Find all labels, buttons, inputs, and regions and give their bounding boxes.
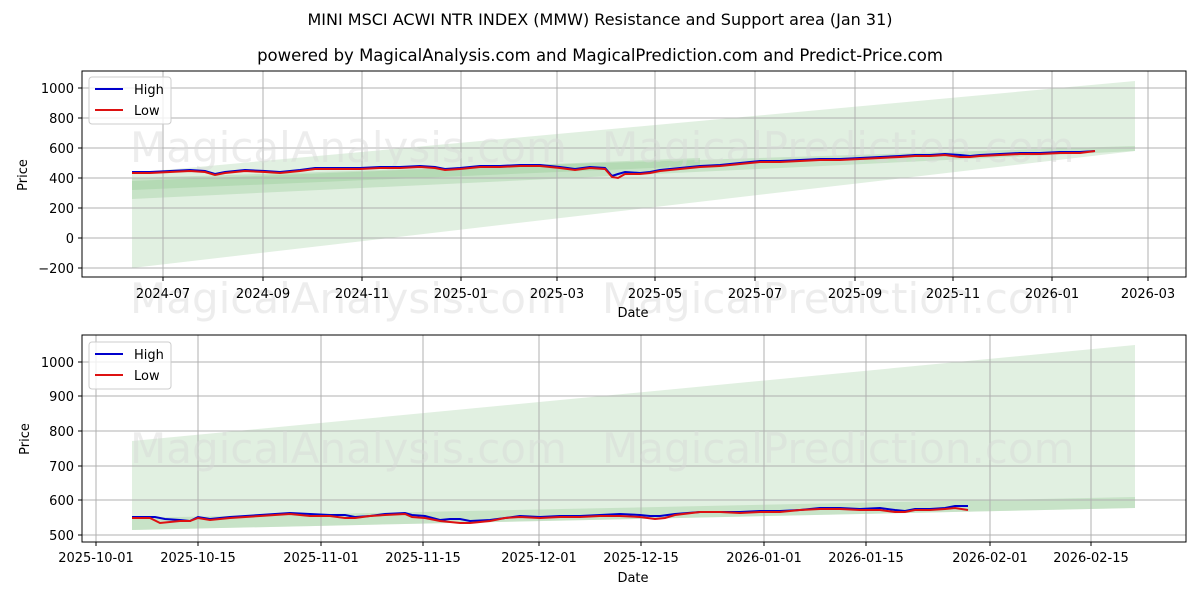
top-xtick: 2026-03 [1121,287,1175,302]
watermark-magicalprediction: MagicalPrediction.com [602,123,1075,172]
bottom-y-axis-label: Price [18,423,33,455]
watermark-magicalprediction-lower: MagicalPrediction.com [602,274,1075,323]
bottom-legend: High Low [88,341,172,390]
bottom-y-ticks: 1000 900 800 700 600 500 [41,356,82,544]
bottom-ytick: 500 [49,529,74,544]
top-y-ticks: 1000 800 600 400 200 0 −200 [38,82,82,277]
top-xtick: 2025-07 [728,287,782,302]
top-xtick: 2026-01 [1025,287,1079,302]
bottom-xtick: 2025-12-01 [501,551,577,566]
bottom-xtick: 2026-01-15 [828,551,904,566]
legend-low-label: Low [134,369,160,384]
top-xtick: 2024-11 [335,287,389,302]
watermark-magicalprediction-bottom: MagicalPrediction.com [602,424,1075,473]
bottom-ytick: 600 [49,494,74,509]
watermark-magicalanalysis-bottom: MagicalAnalysis.com [130,424,567,473]
top-chart: MagicalAnalysis.com MagicalPrediction.co… [16,70,1187,323]
bottom-xtick: 2026-02-01 [952,551,1028,566]
top-x-ticks: 2024-07 2024-09 2024-11 2025-01 2025-03 … [136,277,1175,302]
top-xtick: 2025-01 [434,287,488,302]
bottom-xtick: 2025-10-15 [160,551,236,566]
top-xtick: 2025-09 [828,287,882,302]
watermark-magicalanalysis: MagicalAnalysis.com [130,123,567,172]
top-ytick: 0 [66,232,74,247]
top-xtick: 2024-07 [136,287,190,302]
top-ytick: −200 [38,262,74,277]
top-axes-frame [81,70,1187,278]
top-ytick: 800 [49,112,74,127]
legend-high-label: High [134,348,164,363]
legend-high-label: High [134,83,164,98]
legend-low-label: Low [134,104,160,119]
top-ytick: 600 [49,142,74,157]
bottom-axes-frame [81,334,1187,543]
bottom-xtick: 2025-12-15 [603,551,679,566]
top-legend: High Low [88,76,172,125]
bottom-low-line [132,506,969,525]
bottom-ytick: 700 [49,460,74,475]
watermark-magicalanalysis-lower: MagicalAnalysis.com [130,274,567,323]
bottom-xtick: 2026-01-01 [726,551,802,566]
top-ytick: 400 [49,172,74,187]
top-xtick: 2025-11 [926,287,980,302]
bottom-ytick: 900 [49,390,74,405]
top-y-axis-label: Price [16,159,31,191]
bottom-chart: MagicalAnalysis.com MagicalPrediction.co… [18,334,1187,586]
top-ytick: 200 [49,202,74,217]
top-xtick: 2025-03 [530,287,584,302]
top-low-line [132,150,1096,180]
bottom-xtick: 2025-11-15 [385,551,461,566]
top-xtick: 2025-05 [628,287,682,302]
bottom-xtick: 2026-02-15 [1053,551,1129,566]
bottom-ytick: 1000 [41,356,74,371]
bottom-band-wide [132,345,1135,530]
top-x-axis-label: Date [617,306,648,321]
top-ytick: 1000 [41,82,74,97]
bottom-xtick: 2025-10-01 [58,551,134,566]
bottom-ytick: 800 [49,425,74,440]
bottom-xtick: 2025-11-01 [283,551,359,566]
top-xtick: 2024-09 [236,287,290,302]
chart-subtitle: powered by MagicalAnalysis.com and Magic… [257,46,943,65]
bottom-band-core [132,497,1135,530]
bottom-x-ticks: 2025-10-01 2025-10-15 2025-11-01 2025-11… [58,542,1129,566]
chart-title: MINI MSCI ACWI NTR INDEX (MMW) Resistanc… [307,10,893,29]
bottom-x-axis-label: Date [617,571,648,586]
